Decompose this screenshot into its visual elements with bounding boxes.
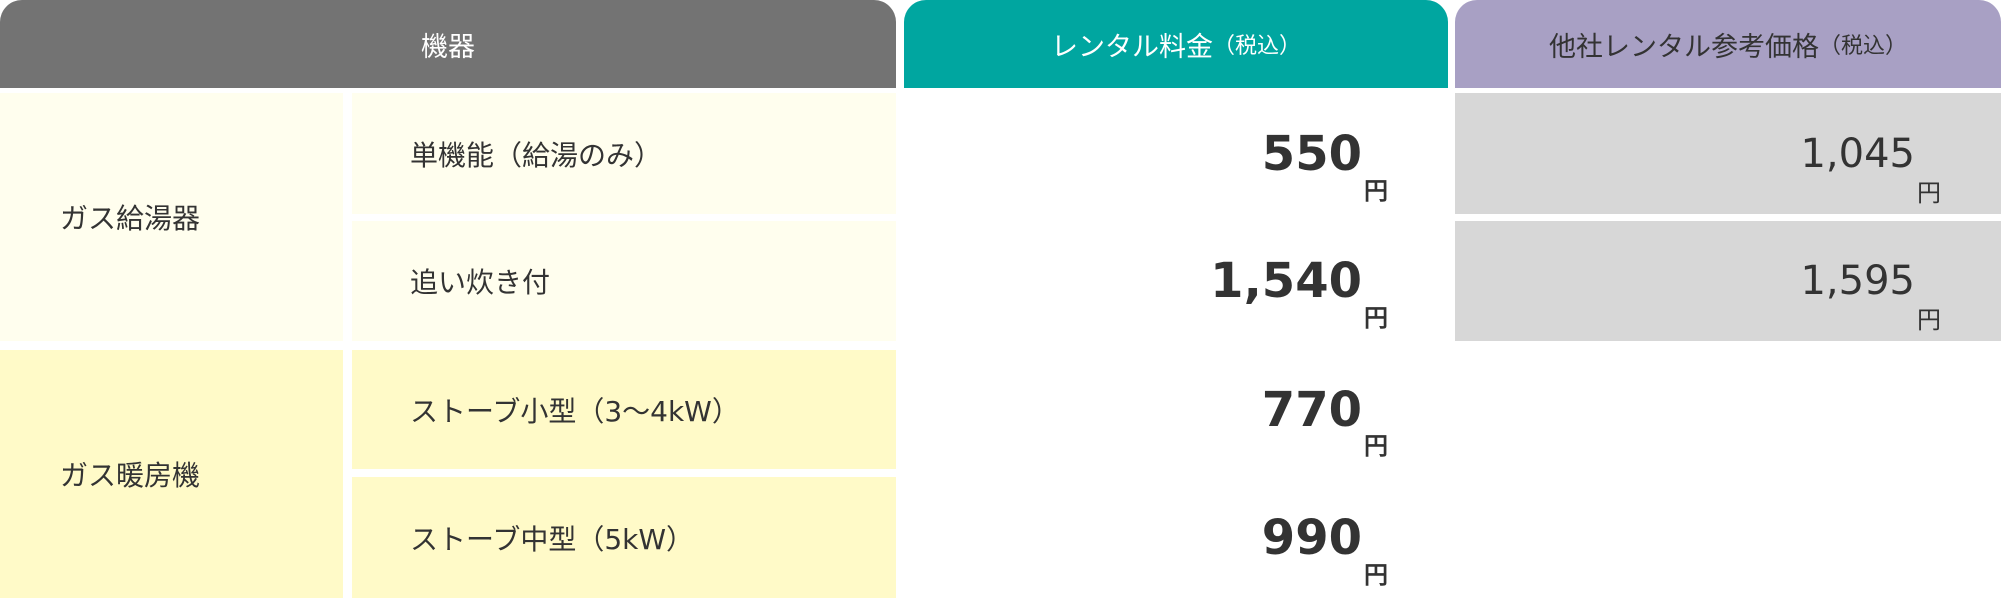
category-label: ガス暖房機	[60, 459, 201, 492]
yen-unit: 円	[1917, 179, 1941, 207]
item-label: ストーブ中型（5kW）	[410, 522, 695, 556]
header-other-price-note: （税込）	[1818, 34, 1907, 59]
yen-unit: 円	[1364, 432, 1388, 460]
header-rental-fee: レンタル料金 （税込）	[904, 0, 1448, 88]
price-value: 770	[1261, 381, 1362, 438]
ref-price-value: 1,595	[1800, 258, 1915, 304]
price-value: 990	[1261, 509, 1362, 566]
rental-price: 1,540 円	[904, 221, 1448, 341]
rental-price: 550 円	[904, 93, 1448, 214]
yen-unit: 円	[1364, 561, 1388, 589]
category-heater: ガス暖房機	[0, 350, 343, 598]
category-water-heater: ガス給湯器	[0, 93, 343, 341]
ref-price-value: 1,045	[1800, 130, 1915, 177]
header-equipment: 機器	[0, 0, 896, 88]
yen-unit: 円	[1364, 304, 1388, 332]
item-cell: ストーブ小型（3〜4kW）	[352, 350, 896, 469]
header-other-price-label: 他社レンタル参考価格	[1548, 31, 1819, 63]
item-cell: ストーブ中型（5kW）	[352, 477, 896, 598]
item-label: 単機能（給湯のみ）	[410, 138, 663, 172]
rental-price: 770 円	[904, 350, 1448, 469]
price-value: 1,540	[1210, 253, 1362, 309]
price-value: 550	[1261, 125, 1362, 182]
header-rental-fee-label: レンタル料金	[1050, 31, 1213, 63]
header-equipment-label: 機器	[421, 31, 475, 63]
yen-unit: 円	[1364, 177, 1388, 205]
header-other-price: 他社レンタル参考価格 （税込）	[1455, 0, 2001, 88]
item-cell: 追い炊き付	[352, 221, 896, 341]
item-cell: 単機能（給湯のみ）	[352, 93, 896, 214]
reference-price: 1,045 円	[1455, 93, 2001, 214]
yen-unit: 円	[1917, 306, 1941, 334]
item-label: 追い炊き付	[410, 266, 551, 299]
header-rental-fee-note: （税込）	[1212, 34, 1301, 59]
item-label: ストーブ小型（3〜4kW）	[410, 394, 740, 428]
category-label: ガス給湯器	[60, 202, 201, 235]
rental-price: 990 円	[904, 477, 1448, 598]
reference-price: 1,595 円	[1455, 221, 2001, 341]
